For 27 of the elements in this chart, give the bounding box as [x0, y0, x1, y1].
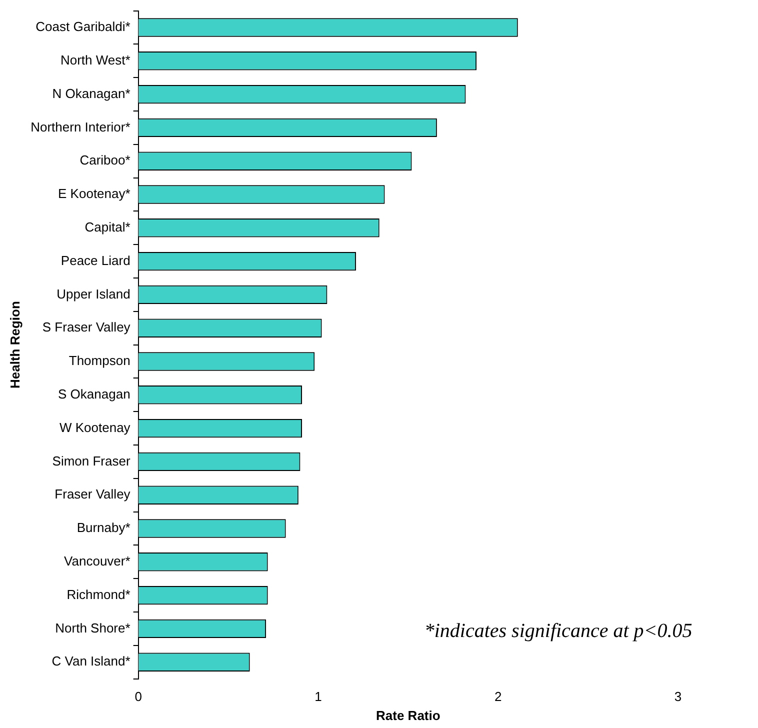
y-tick-label: S Fraser Valley	[42, 320, 131, 335]
y-tick-label: Peace Liard	[60, 252, 130, 268]
x-tick-label: 0	[134, 689, 142, 704]
y-tick-label: C Van Island*	[52, 654, 130, 669]
y-tick-label: Thompson	[68, 353, 130, 368]
y-tick-label: N Okanagan*	[52, 86, 130, 101]
y-tick-label: Coast Garibaldi*	[36, 19, 130, 34]
y-axis-title: Health Region	[7, 301, 22, 389]
x-tick-label: 2	[494, 689, 502, 704]
y-tick-label: Fraser Valley	[54, 486, 131, 502]
y-tick-label: E Kootenay*	[58, 186, 130, 202]
y-tick-label: Upper Island	[56, 286, 130, 302]
y-tick-label: Northern Interior*	[30, 119, 130, 134]
y-tick-label: Burnaby*	[76, 520, 130, 536]
y-tick-label: Capital*	[84, 219, 130, 234]
x-tick-label: 3	[674, 689, 682, 704]
annotation: *indicates significance at p<0.05	[424, 620, 692, 642]
y-tick-label: Vancouver*	[64, 553, 130, 568]
x-axis-title: Rate Ratio	[376, 708, 440, 723]
y-tick-label: S Okanagan	[58, 386, 130, 402]
y-tick-label: North Shore*	[55, 620, 130, 636]
y-tick-label: Cariboo*	[80, 152, 130, 168]
y-tick-label: North West*	[60, 52, 130, 68]
x-tick-label: 1	[314, 689, 322, 704]
y-tick-label: Richmond*	[66, 586, 130, 602]
y-tick-label: W Kootenay	[59, 420, 131, 435]
y-tick-label: Simon Fraser	[52, 453, 131, 468]
